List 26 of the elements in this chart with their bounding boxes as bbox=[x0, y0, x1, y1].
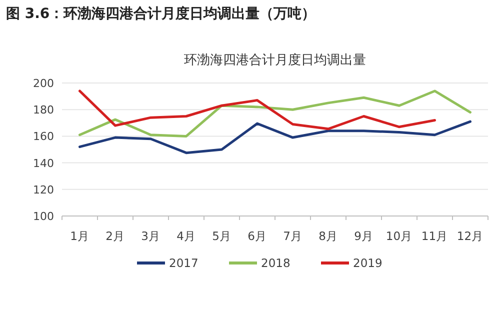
legend-label: 2017 bbox=[169, 256, 198, 270]
y-tick-label: 140 bbox=[33, 156, 54, 170]
line-series bbox=[78, 90, 472, 138]
y-tick-label: 120 bbox=[33, 183, 54, 196]
x-tick-label: 11月 bbox=[421, 229, 448, 243]
y-tick-label: 160 bbox=[33, 130, 54, 144]
legend-label: 2019 bbox=[353, 256, 382, 270]
x-tick-label: 4月 bbox=[176, 229, 196, 243]
x-tick-label: 1月 bbox=[70, 229, 90, 243]
line-series bbox=[78, 120, 472, 154]
chart-subtitle: 环渤海四港合计月度日均调出量 bbox=[184, 52, 366, 68]
y-tick-label: 180 bbox=[33, 104, 54, 117]
y-tick-label: 200 bbox=[33, 77, 54, 90]
x-tick-label: 8月 bbox=[318, 229, 338, 243]
x-tick-label: 9月 bbox=[354, 229, 374, 243]
x-tick-label: 10月 bbox=[386, 229, 413, 243]
line-series bbox=[78, 90, 436, 130]
y-tick-label: 100 bbox=[33, 210, 54, 223]
x-tick-label: 2月 bbox=[106, 229, 125, 243]
x-tick-label: 7月 bbox=[283, 229, 302, 243]
x-tick-label: 12月 bbox=[456, 229, 484, 243]
x-tick-label: 5月 bbox=[212, 229, 232, 243]
chart-title: 图 3.6：环渤海四港合计月度日均调出量（万吨） bbox=[6, 5, 316, 22]
x-tick-label: 6月 bbox=[248, 229, 267, 243]
x-tick-label: 3月 bbox=[141, 229, 160, 243]
legend-label: 2018 bbox=[261, 256, 290, 270]
